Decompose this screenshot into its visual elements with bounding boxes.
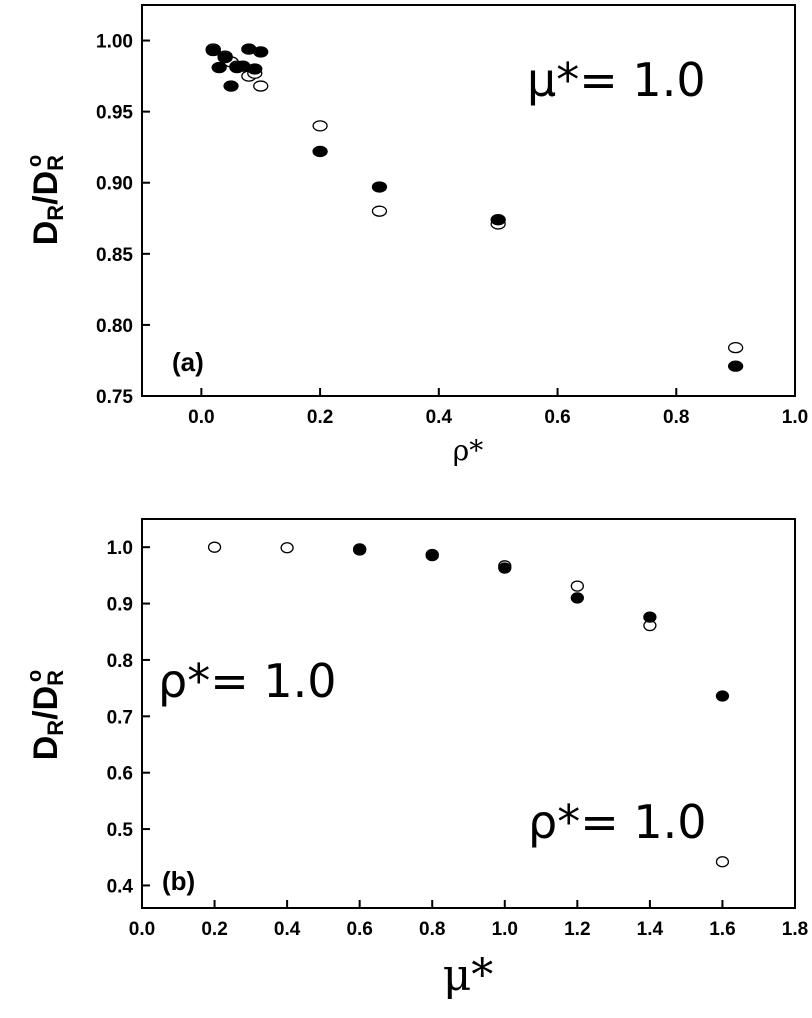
filled-data-point [247, 63, 263, 75]
filled-data-point [425, 549, 439, 562]
filled-data-point [353, 543, 367, 555]
open-data-point [715, 856, 730, 868]
y-tick-label: 0.4 [107, 876, 134, 897]
y-tick-label: 0.8 [107, 651, 133, 672]
y-tick-label: 0.7 [107, 707, 133, 728]
data-points-b [207, 541, 730, 868]
panel-label-b: (b) [162, 866, 195, 896]
x-tick-label: 0.0 [129, 919, 155, 940]
y-tick-label: 1.00 [96, 32, 133, 53]
filled-data-point [211, 61, 227, 74]
x-tick-label: 0.2 [201, 919, 227, 940]
x-tick-label: 1.6 [709, 919, 735, 940]
y-tick-label: 0.95 [96, 103, 133, 124]
y-axis-label-b: DR/DRo [24, 670, 68, 761]
x-tick-label: 0.4 [426, 407, 453, 428]
filled-data-point [643, 611, 657, 623]
panel-a: 0.0 0.2 0.4 0.6 0.8 1.0 0.75 0.80 0.85 0.90 0.95 1… [24, 4, 808, 467]
filled-data-point [371, 181, 388, 193]
open-data-point [570, 580, 584, 592]
y-ticks-b: 0.4 0.5 0.6 0.7 0.8 0.9 1.0 [107, 538, 150, 897]
x-tick-label: 0.6 [346, 919, 372, 940]
open-data-point [280, 542, 294, 554]
x-axis-label-b: μ* [443, 950, 494, 1001]
filled-data-point [498, 562, 512, 574]
x-tick-label: 0.8 [663, 407, 689, 428]
data-points-a [205, 43, 744, 372]
x-ticks-a: 0.0 0.2 0.4 0.6 0.8 1.0 [188, 388, 808, 428]
x-tick-label: 0.4 [274, 919, 301, 940]
x-tick-label: 1.2 [564, 919, 590, 940]
x-tick-label: 0.6 [544, 407, 570, 428]
x-axis-label-a: ρ* [453, 434, 483, 467]
y-axis-label-a: DR/DRo [24, 155, 68, 246]
open-data-point [207, 541, 222, 553]
open-data-point [253, 80, 269, 92]
x-tick-label: 0.0 [188, 407, 214, 428]
x-tick-label: 1.8 [782, 919, 808, 940]
filled-data-point [570, 592, 584, 604]
filled-data-point [217, 51, 233, 64]
x-tick-label: 0.2 [307, 407, 333, 428]
plot-frame-b [141, 518, 796, 909]
y-tick-label: 0.90 [96, 174, 133, 195]
filled-data-point [223, 80, 239, 92]
filled-data-point [490, 214, 506, 226]
filled-data-point [253, 46, 269, 58]
x-ticks-b: 0.0 0.2 0.4 0.6 0.8 1.0 1.2 1.4 1.6 1.8 [129, 900, 808, 940]
annotation-b-upper: ρ*= 1.0 [158, 654, 337, 708]
panel-b: 0.0 0.2 0.4 0.6 0.8 1.0 1.2 1.4 1.6 1.8 0.4 0.5 0.6… [24, 518, 808, 1001]
y-ticks-a: 0.75 0.80 0.85 0.90 0.95 1.00 [96, 32, 150, 408]
annotation-b-lower: ρ*= 1.0 [528, 795, 707, 849]
open-data-point [312, 120, 328, 132]
x-tick-label: 0.8 [419, 919, 445, 940]
y-tick-label: 0.75 [96, 387, 133, 408]
y-tick-label: 0.9 [107, 595, 133, 616]
y-tick-label: 1.0 [107, 538, 133, 559]
filled-data-point [715, 690, 730, 702]
x-tick-label: 1.4 [637, 919, 664, 940]
open-data-point [727, 342, 744, 354]
panel-label-a: (a) [172, 347, 204, 377]
x-tick-label: 1.0 [492, 919, 518, 940]
filled-data-point [727, 360, 744, 372]
plot-frame-a [141, 4, 796, 397]
filled-data-point [312, 145, 328, 158]
y-tick-label: 0.5 [107, 820, 134, 841]
x-tick-label: 1.0 [782, 407, 808, 428]
open-data-point [371, 205, 388, 217]
filled-data-point [205, 44, 221, 57]
y-tick-label: 0.85 [96, 245, 133, 266]
annotation-a: μ*= 1.0 [527, 53, 706, 107]
y-tick-label: 0.6 [107, 764, 133, 785]
y-tick-label: 0.80 [96, 316, 133, 337]
